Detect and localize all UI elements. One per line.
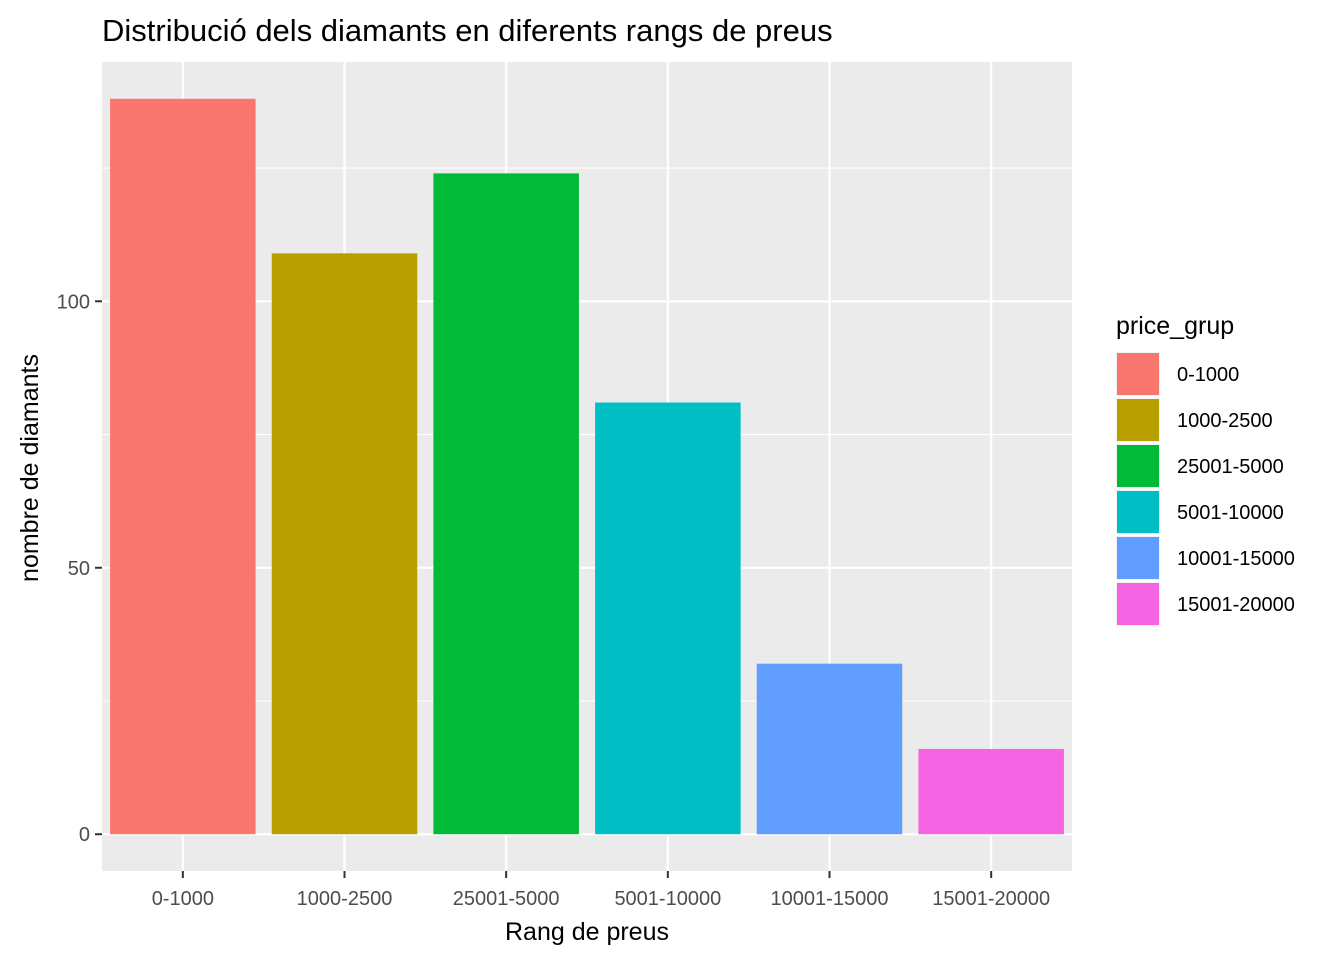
- x-tick-label: 5001-10000: [614, 888, 721, 910]
- y-tick-label: 0: [79, 824, 90, 846]
- bar-25001-5000: [433, 173, 579, 835]
- legend-title: price_grup: [1116, 312, 1234, 340]
- y-axis-title: nombre de diamants: [16, 354, 44, 582]
- legend-swatch: [1117, 399, 1159, 441]
- legend-swatch: [1117, 445, 1159, 487]
- x-tick-label: 0-1000: [152, 888, 214, 910]
- legend-label: 25001-5000: [1177, 456, 1284, 478]
- legend-swatch: [1117, 491, 1159, 533]
- chart-title: Distribució dels diamants en diferents r…: [102, 13, 833, 48]
- legend-label: 5001-10000: [1177, 502, 1284, 524]
- legend-label: 0-1000: [1177, 364, 1239, 386]
- bar-5001-10000: [595, 402, 741, 835]
- legend: price_grup 0-1000 1000-2500 25001-5000 5001…: [1116, 312, 1295, 626]
- y-tick-label: 50: [68, 558, 90, 580]
- minor-gridlines: [102, 167, 1072, 702]
- bar-1000-2500: [271, 253, 418, 835]
- legend-label: 15001-20000: [1177, 594, 1295, 616]
- x-tick-label: 25001-5000: [453, 888, 560, 910]
- legend-swatch: [1117, 583, 1159, 625]
- legend-label: 10001-15000: [1177, 548, 1295, 570]
- x-axis-title: Rang de preus: [505, 918, 669, 946]
- plot-panel: [102, 62, 1072, 871]
- x-tick-label: 10001-15000: [771, 888, 889, 910]
- bars: [110, 98, 1064, 835]
- bar-15001-20000: [918, 748, 1064, 835]
- x-tick-label: 1000-2500: [297, 888, 393, 910]
- x-axis: 0-1000 1000-2500 25001-5000 5001-10000 10001…: [152, 871, 1050, 910]
- y-axis: 0 50 100: [57, 291, 102, 846]
- legend-swatch: [1117, 353, 1159, 395]
- bar-10001-15000: [756, 663, 903, 835]
- bar-0-1000: [110, 98, 256, 835]
- legend-swatch: [1117, 537, 1159, 579]
- x-tick-label: 15001-20000: [932, 888, 1050, 910]
- y-tick-label: 100: [57, 291, 90, 313]
- legend-label: 1000-2500: [1177, 410, 1273, 432]
